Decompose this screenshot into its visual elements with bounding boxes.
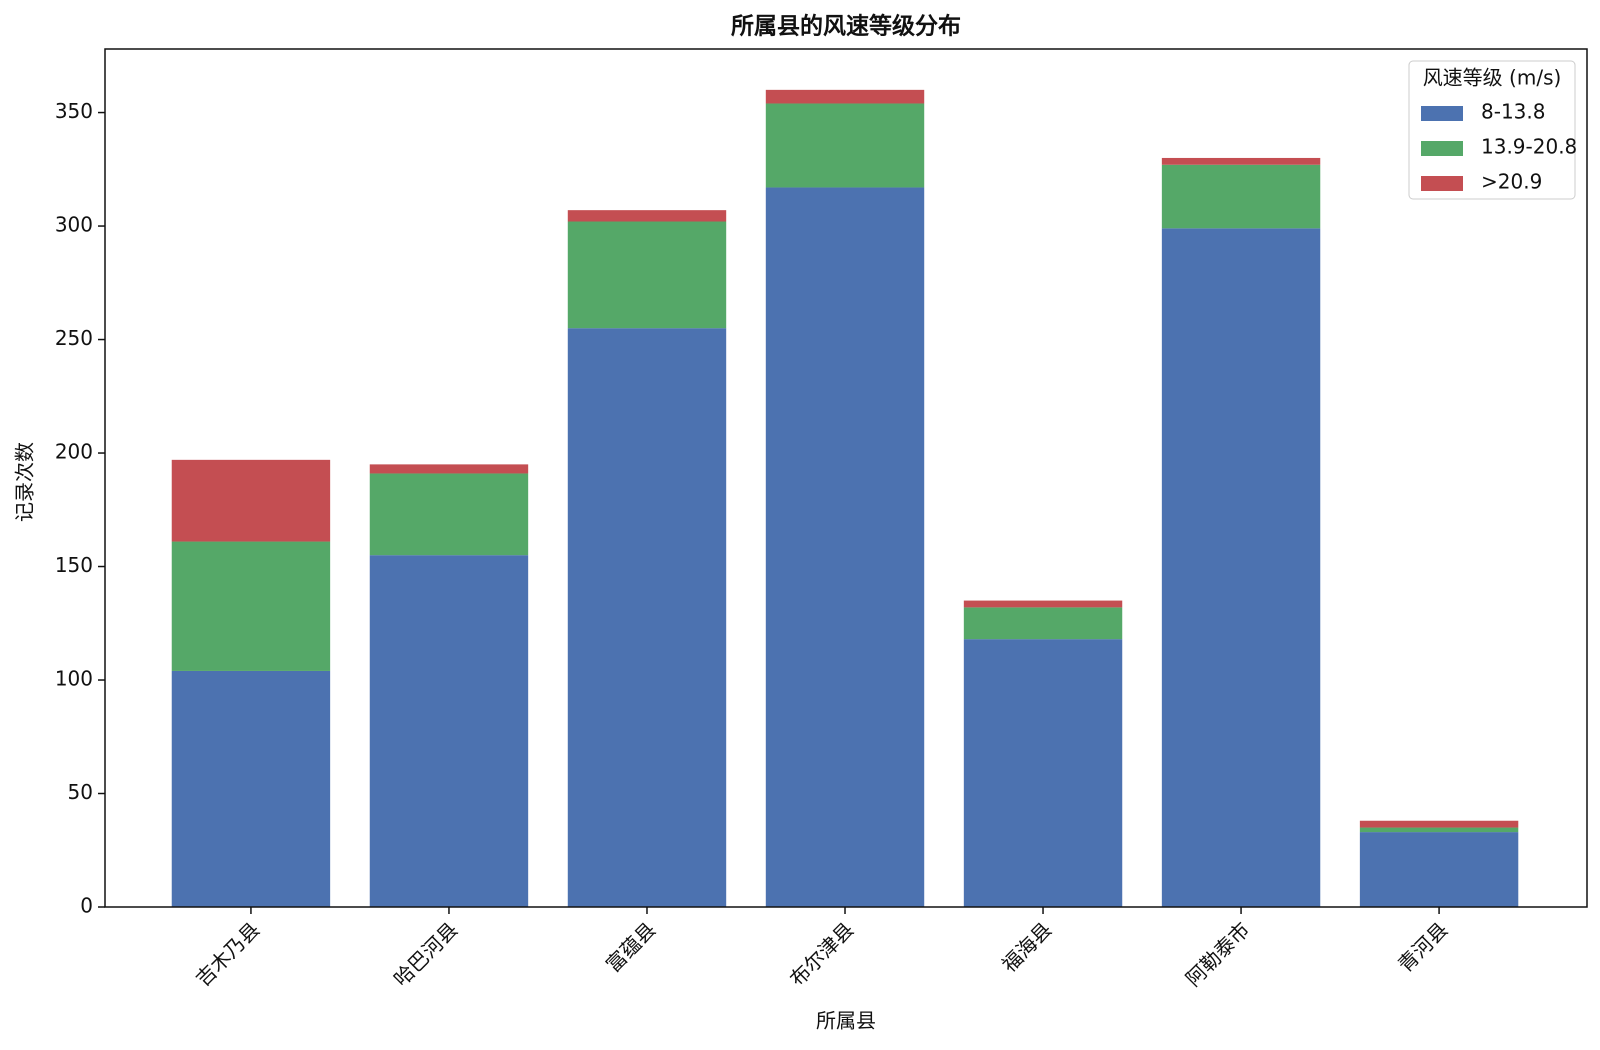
x-tick-label: 吉木乃县 <box>191 917 265 991</box>
bar-segment <box>1161 228 1321 908</box>
x-tick-label: 哈巴河县 <box>389 917 463 991</box>
y-tick-label: 300 <box>55 213 93 237</box>
legend-label: >20.9 <box>1481 170 1542 194</box>
y-tick-label: 200 <box>55 440 93 464</box>
y-tick-label: 350 <box>55 99 93 123</box>
legend-title: 风速等级 (m/s) <box>1423 66 1562 90</box>
bar-segment <box>963 607 1123 640</box>
x-tick-label: 青河县 <box>1393 917 1452 976</box>
legend-swatch <box>1421 176 1463 191</box>
bar-segment <box>171 670 331 907</box>
x-tick-label: 福海县 <box>997 917 1056 976</box>
y-axis-label: 记录次数 <box>13 442 37 522</box>
bar-segment <box>765 89 925 104</box>
bar-segment <box>1161 157 1321 165</box>
legend-box <box>1408 60 1576 200</box>
x-tick-label: 阿勒泰市 <box>1181 917 1255 991</box>
y-tick-label: 100 <box>55 667 93 691</box>
y-tick-label: 50 <box>68 780 93 804</box>
bar-segment <box>1359 832 1519 907</box>
bar-segment <box>369 555 529 907</box>
bar-segment <box>171 541 331 671</box>
x-tick-label: 布尔津县 <box>785 917 859 991</box>
y-tick-label: 0 <box>80 894 93 918</box>
bar-segment <box>963 639 1123 907</box>
legend-swatch <box>1421 141 1463 156</box>
bar-segment <box>963 600 1123 608</box>
bar-segment <box>171 459 331 542</box>
bar-segment <box>1161 164 1321 229</box>
x-tick-label: 富蕴县 <box>601 917 660 976</box>
legend-swatch <box>1421 106 1463 121</box>
bar-segment <box>1359 820 1519 828</box>
bar-segment <box>765 187 925 907</box>
x-axis-label: 所属县 <box>816 1009 876 1033</box>
y-tick-label: 250 <box>55 326 93 350</box>
legend-label: 8-13.8 <box>1481 100 1545 124</box>
bar-segment <box>765 103 925 188</box>
plot-frame <box>104 48 1588 908</box>
bar-segment <box>369 464 529 474</box>
bar-segment <box>567 221 727 329</box>
legend-label: 13.9-20.8 <box>1481 135 1577 159</box>
bar-segment <box>369 473 529 556</box>
chart-title: 所属县的风速等级分布 <box>731 13 961 40</box>
bar-segment <box>567 328 727 907</box>
y-tick-label: 150 <box>55 553 93 577</box>
bar-segment <box>567 210 727 222</box>
bar-segment <box>1359 827 1519 833</box>
